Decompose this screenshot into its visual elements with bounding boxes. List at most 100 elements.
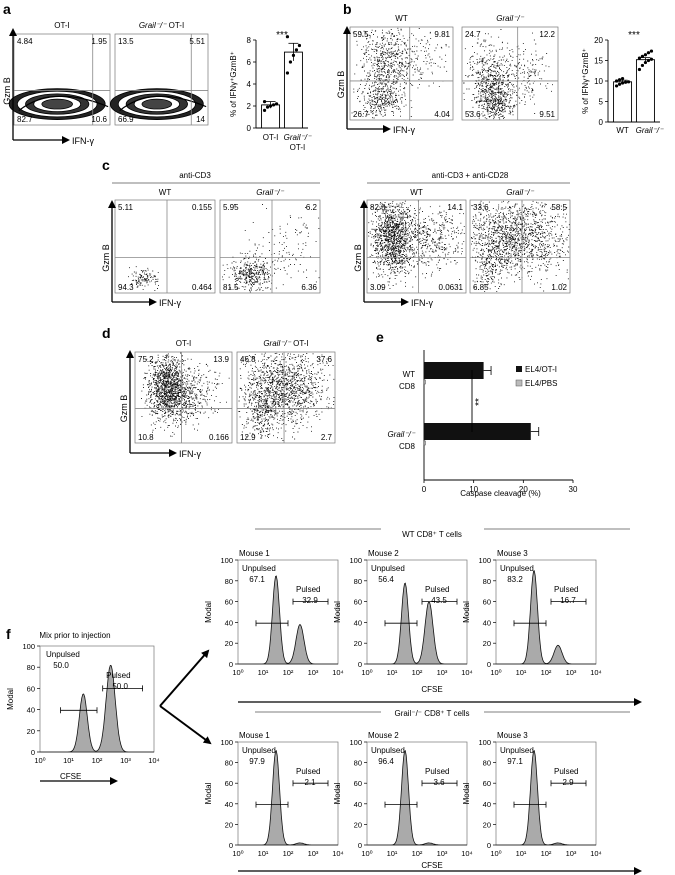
panel-b-bar-significance: *** <box>628 30 640 41</box>
panel-f-wt-mouse2-title: Mouse 2 <box>368 549 399 558</box>
panel-c-plot1-q-ul: 5.11 <box>118 203 134 212</box>
panel-f-mix-xlabel: CFSE <box>60 772 81 781</box>
panel-f-mix-xtick-label: 10¹ <box>63 756 74 765</box>
panel-f-wt-mouse3-unpulsed-label: Unpulsed <box>500 564 534 573</box>
panel-f-ko-mouse1-ytick-label: 60 <box>225 779 233 788</box>
panel-f-wt-mouse2-ytick-label: 20 <box>354 639 362 648</box>
panel-f-wt-mouse2-xtick-label: 10² <box>412 668 423 677</box>
panel-c-plot2-q-ur: 6.2 <box>306 203 318 212</box>
panel-f-ko-mouse1-histogram <box>238 750 338 846</box>
panel-f-ko-mouse2-unpulsed-value: 96.4 <box>378 757 394 766</box>
panel-d-xlabel: IFN-γ <box>179 449 201 459</box>
panel-c-plot3-title-plain: WT <box>410 188 423 197</box>
panel-d-plot2-q-ll: 12.9 <box>240 433 256 442</box>
panel-f-mix-ytick-label: 80 <box>27 663 35 672</box>
panel-e-bar-pbs <box>423 440 426 446</box>
panel-f-mix-title: Mix prior to injection <box>39 631 110 640</box>
panel-f-ko-mouse2-xtick-label: 10⁴ <box>461 849 473 858</box>
panel-f-wt-mouse1-ylabel: Modal <box>204 601 213 623</box>
panel-f-ko-mouse3-unpulsed-label: Unpulsed <box>500 746 534 755</box>
panel-a-bar-bar <box>283 51 303 129</box>
panel-f-ko-mouse2-xtick-label: 10⁰ <box>361 849 372 858</box>
panel-d-plot2-title-plain: OT-I <box>291 339 309 348</box>
panel-a-bar-point <box>265 105 270 109</box>
panel-d-letter: d <box>102 325 111 341</box>
panel-f-ko-mouse2-ylabel: Modal <box>333 782 342 804</box>
panel-b-plot1-dots <box>351 27 450 119</box>
panel-b-bar-point <box>614 84 619 88</box>
panel-a-plot2-contour-edge <box>119 95 207 112</box>
panel-f-ko-mouse2-ytick-label: 40 <box>354 800 362 809</box>
panel-c-plot4-q-lr: 1.02 <box>551 283 567 292</box>
panel-a-bar-point <box>285 71 290 75</box>
panel-f-ko-mouse3-xtick-label: 10⁰ <box>490 849 501 858</box>
panel-f-ko-mouse1-title: Mouse 1 <box>239 731 270 740</box>
panel-a-plot1-q-ul: 4.84 <box>17 37 33 46</box>
panel-e-legend1: EL4/OT-I <box>525 365 557 374</box>
panel-d-plot1-q-lr: 0.166 <box>209 433 230 442</box>
panel-e-significance: ** <box>474 398 485 406</box>
panel-f-mix-histogram <box>40 664 154 753</box>
panel-a-bar-point <box>262 108 267 112</box>
panel-f-wt-mouse1-ytick-label: 0 <box>229 660 233 669</box>
panel-b-bar-point <box>646 58 651 63</box>
panel-a-xlabel: IFN-γ <box>72 136 94 146</box>
panel-b-plot2-title-italic: Grail⁻/⁻ <box>496 14 524 23</box>
panel-f-ko-mouse2-ytick-label: 60 <box>354 779 362 788</box>
panel-b-bar-point <box>646 51 651 55</box>
panel-f-ko-mouse3-title: Mouse 3 <box>497 731 528 740</box>
panel-f-wt-mouse2-ytick-label: 40 <box>354 618 362 627</box>
panel-d-plot1-dots <box>141 352 230 437</box>
panel-f-ko-mouse1-ytick-label: 0 <box>229 841 233 850</box>
panel-f-wt-mouse3-pulsed-value: 16.7 <box>560 596 576 605</box>
panel-f-mix-xtick-label: 10³ <box>120 756 131 765</box>
panel-d-plot1-q-ul: 75.2 <box>138 355 154 364</box>
panel-f-wt-mouse2-xtick-label: 10¹ <box>387 668 398 677</box>
panel-f-wt-mouse1-xtick-label: 10⁰ <box>232 668 243 677</box>
panel-f-mix-ylabel: Modal <box>6 688 15 710</box>
panel-f-ko-mouse1-ytick-label: 100 <box>220 738 233 747</box>
panel-b-bar-point <box>623 80 628 84</box>
panel-f-ko-mouse3-histogram <box>496 750 596 846</box>
panel-c-plot1-q-ll: 94.3 <box>118 283 134 292</box>
panel-b-plot2-q-ul: 24.7 <box>465 30 481 39</box>
panel-b-bar-point <box>643 60 648 65</box>
panel-f-ko-mouse3-xtick-label: 10¹ <box>516 849 527 858</box>
panel-d-plot2-q-ul: 46.8 <box>240 355 256 364</box>
panel-a-bar-bar <box>261 104 281 129</box>
panel-a-bar-point <box>291 53 296 58</box>
panel-a-ylabel: Gzm B <box>2 77 12 105</box>
panel-f-wt-mouse3-ytick-label: 60 <box>483 598 491 607</box>
panel-f-ko-mouse2-pulsed-value: 3.6 <box>433 778 445 787</box>
panel-c-plot1-frame <box>114 199 216 294</box>
panel-f-wt-mouse2-histogram <box>367 582 467 665</box>
panel-f-wt-mouse2-ytick-label: 80 <box>354 577 362 586</box>
panel-f-wt-mouse3-ytick-label: 40 <box>483 618 491 627</box>
panel-a-plot2-q-lr: 14 <box>196 115 205 124</box>
panel-c-letter: c <box>102 157 110 173</box>
panel-f-ko-mouse2-ytick-label: 0 <box>358 841 362 850</box>
panel-f-mix-unpulsed-label: Unpulsed <box>46 650 80 659</box>
panel-a-plot2-contour <box>141 98 173 110</box>
panel-c-plot2-q-lr: 6.36 <box>301 283 317 292</box>
panel-a-bar-point <box>285 35 290 39</box>
panel-b-bar-point <box>637 56 642 60</box>
panel-f-ko-mouse2-pulsed-label: Pulsed <box>425 767 449 776</box>
panel-c-plot4-dots <box>471 200 570 293</box>
panel-f-ko-mouse3-ytick-label: 60 <box>483 779 491 788</box>
panel-f-ko-mouse1-frame <box>237 741 339 846</box>
panel-a-bar-ylabel: % of IFNγ⁺GzmB⁺ <box>229 51 238 117</box>
panel-f-wt-mouse3-xtick-label: 10⁴ <box>590 668 602 677</box>
panel-a-plot2-title-plain: OT-I <box>166 21 184 30</box>
panel-f-ko-mouse3-ylabel: Modal <box>462 782 471 804</box>
panel-f-wt-mouse2-ytick-label: 60 <box>354 598 362 607</box>
panel-b-xlabel: IFN-γ <box>393 125 415 135</box>
panel-f-wt-mouse3-unpulsed-value: 83.2 <box>507 575 523 584</box>
panel-a-plot1-q-ur: 1.95 <box>91 37 107 46</box>
panel-f-ko-mouse2-frame <box>366 741 468 846</box>
panel-f-wt-mouse1-histogram <box>238 575 338 665</box>
panel-b-bar-point <box>617 82 622 86</box>
panel-b: b WT 59.5 9.81 26.7 4.04 Grail⁻/⁻ 24.7 12.2 53.6 9… <box>336 1 664 135</box>
panel-b-ylabel: Gzm B <box>336 71 346 99</box>
panel-a-plot1-q-ll: 82.7 <box>17 115 33 124</box>
